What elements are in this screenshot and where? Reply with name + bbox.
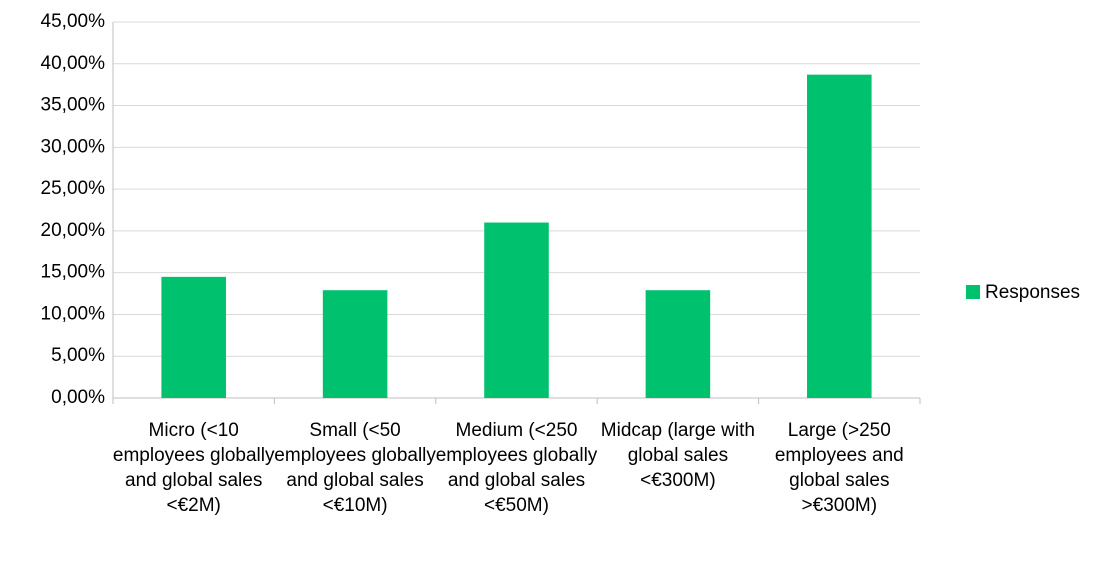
- bar: [322, 290, 388, 398]
- y-tick-label: 30,00%: [41, 136, 106, 157]
- legend-swatch: [966, 285, 980, 299]
- bar: [484, 222, 549, 398]
- y-tick-label: 45,00%: [41, 11, 106, 32]
- y-tick-label: 25,00%: [41, 178, 106, 199]
- legend-label: Responses: [985, 282, 1080, 303]
- y-tick-label: 0,00%: [51, 387, 105, 408]
- y-tick-label: 15,00%: [41, 262, 106, 283]
- bar: [645, 290, 711, 398]
- y-tick-label: 40,00%: [41, 53, 106, 74]
- x-tick-label: Small (<50 employees globally and global…: [274, 420, 436, 516]
- x-tick-label: Large (>250 employees and global sales >…: [774, 420, 904, 516]
- x-tick-label: Micro (<10 employees globally and global…: [112, 420, 275, 516]
- bar: [161, 276, 226, 398]
- y-tick-label: 5,00%: [51, 345, 105, 366]
- x-tick-label: Medium (<250 employees globally and glob…: [435, 420, 598, 516]
- bar: [807, 74, 872, 398]
- y-tick-label: 35,00%: [41, 95, 106, 116]
- y-tick-label: 20,00%: [41, 220, 106, 241]
- y-tick-label: 10,00%: [41, 303, 106, 324]
- x-tick-label: Midcap (large with global sales <€300M): [600, 420, 755, 491]
